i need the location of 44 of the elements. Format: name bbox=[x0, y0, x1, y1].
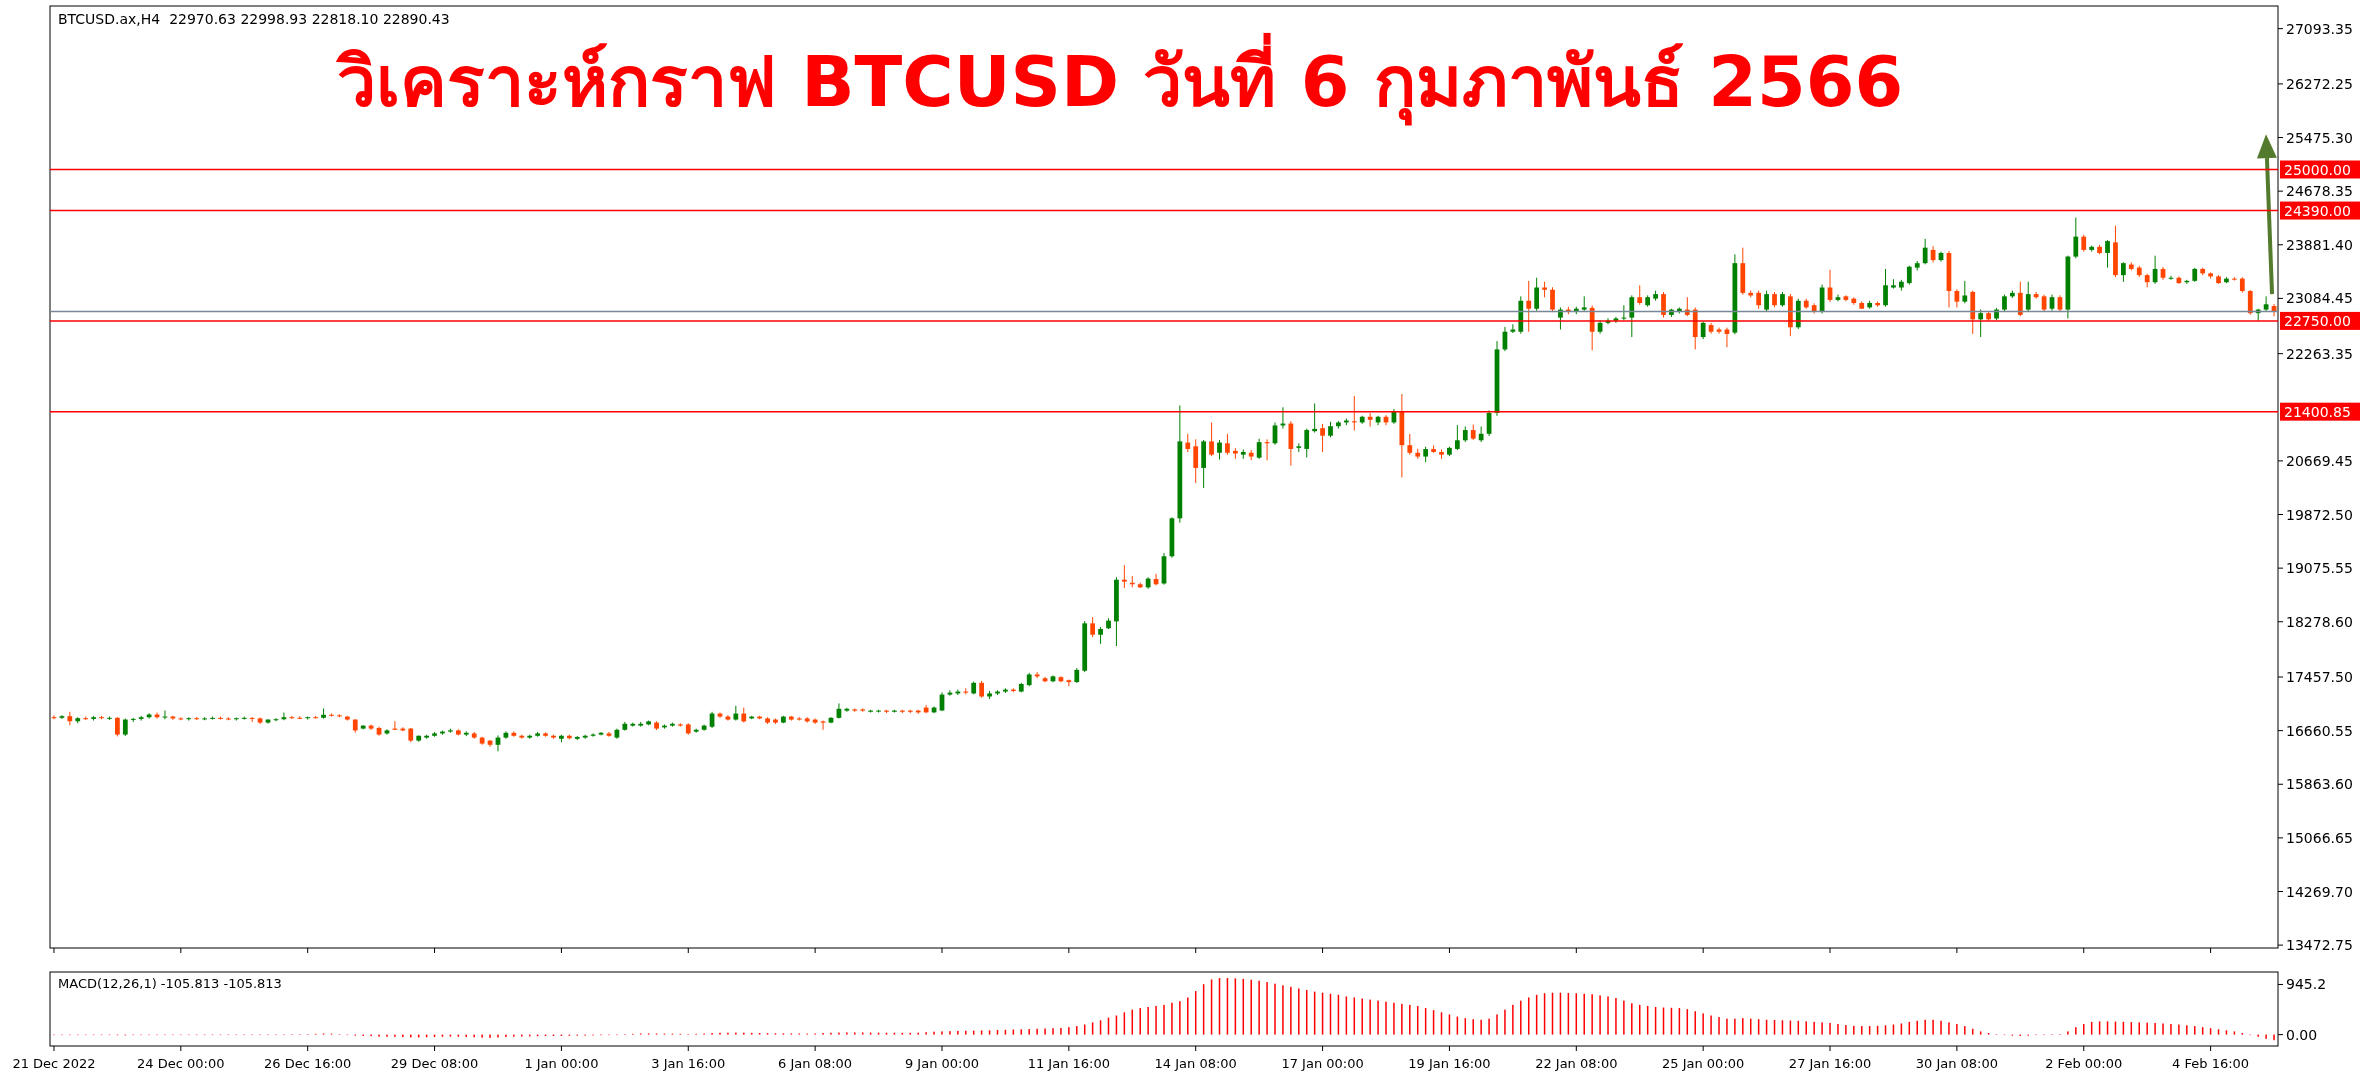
y-tick-label: 27093.35 bbox=[2286, 20, 2353, 37]
y-tick-label: 17457.50 bbox=[2286, 669, 2353, 686]
y-tick-label: 16660.55 bbox=[2286, 722, 2353, 739]
x-tick-label: 29 Dec 08:00 bbox=[390, 1056, 479, 1071]
x-tick-label: 17 Jan 00:00 bbox=[1281, 1056, 1364, 1071]
y-tick-label: 0.00 bbox=[2286, 1026, 2318, 1043]
x-tick-label: 14 Jan 08:00 bbox=[1154, 1056, 1237, 1071]
x-tick-label: 25 Jan 00:00 bbox=[1662, 1056, 1745, 1071]
annotation: MACD(12,26,1) -105.813 -105.813 bbox=[58, 976, 282, 991]
x-tick-label: 1 Jan 00:00 bbox=[524, 1056, 599, 1071]
x-tick-label: 6 Jan 08:00 bbox=[778, 1056, 853, 1071]
y-tick-label: 13472.75 bbox=[2286, 937, 2353, 954]
x-tick-label: 22 Jan 08:00 bbox=[1535, 1056, 1618, 1071]
y-tick-label: 24678.35 bbox=[2286, 183, 2353, 200]
y-tick-label: 19872.50 bbox=[2286, 506, 2353, 523]
y-tick-label: 20669.45 bbox=[2286, 452, 2353, 469]
y-tick-label: 25475.30 bbox=[2286, 129, 2353, 146]
x-tick-label: 19 Jan 16:00 bbox=[1408, 1056, 1491, 1071]
x-tick-label: 2 Feb 00:00 bbox=[2045, 1056, 2123, 1071]
ref-line-label: 22750.00 bbox=[2284, 312, 2351, 329]
text: วิเคราะห์กราฟ BTCUSD วันที่ 6 กุมภาพันธ์ 2566 bbox=[334, 32, 1904, 126]
x-tick-label: 9 Jan 00:00 bbox=[904, 1056, 980, 1071]
y-tick-label: 18278.60 bbox=[2286, 613, 2353, 630]
x-tick-label: 26 Dec 16:00 bbox=[263, 1056, 352, 1071]
x-tick-label: 24 Dec 00:00 bbox=[137, 1056, 225, 1071]
ref-line-label: 21400.85 bbox=[2284, 403, 2351, 420]
y-tick-label: 23084.45 bbox=[2286, 290, 2353, 307]
x-tick-label: 4 Feb 16:00 bbox=[2172, 1056, 2250, 1071]
x-tick-label: 30 Jan 08:00 bbox=[1915, 1056, 1999, 1071]
x-tick-label: 3 Jan 16:00 bbox=[651, 1056, 726, 1071]
x-tick-label: 27 Jan 16:00 bbox=[1788, 1056, 1872, 1071]
chart-subtitle: BTCUSD.ax,H4 22970.63 22998.93 22818.10 22890.43 bbox=[58, 11, 450, 27]
y-tick-label: 19075.55 bbox=[2286, 560, 2353, 577]
y-tick-label: 14269.70 bbox=[2286, 883, 2353, 900]
y-tick-label: 22263.35 bbox=[2286, 345, 2353, 362]
ref-line-label: 25000.00 bbox=[2284, 161, 2351, 178]
y-tick-label: 26272.25 bbox=[2286, 75, 2353, 92]
ref-line-label: 24390.00 bbox=[2284, 202, 2351, 219]
y-tick-label: 23881.40 bbox=[2286, 236, 2353, 253]
x-tick-label: 21 Dec 2022 bbox=[12, 1056, 96, 1071]
y-tick-label: 15066.65 bbox=[2286, 829, 2353, 846]
y-tick-label: 945.2 bbox=[2286, 976, 2327, 993]
x-tick-label: 11 Jan 16:00 bbox=[1027, 1056, 1111, 1071]
y-tick-label: 15863.60 bbox=[2286, 776, 2353, 793]
